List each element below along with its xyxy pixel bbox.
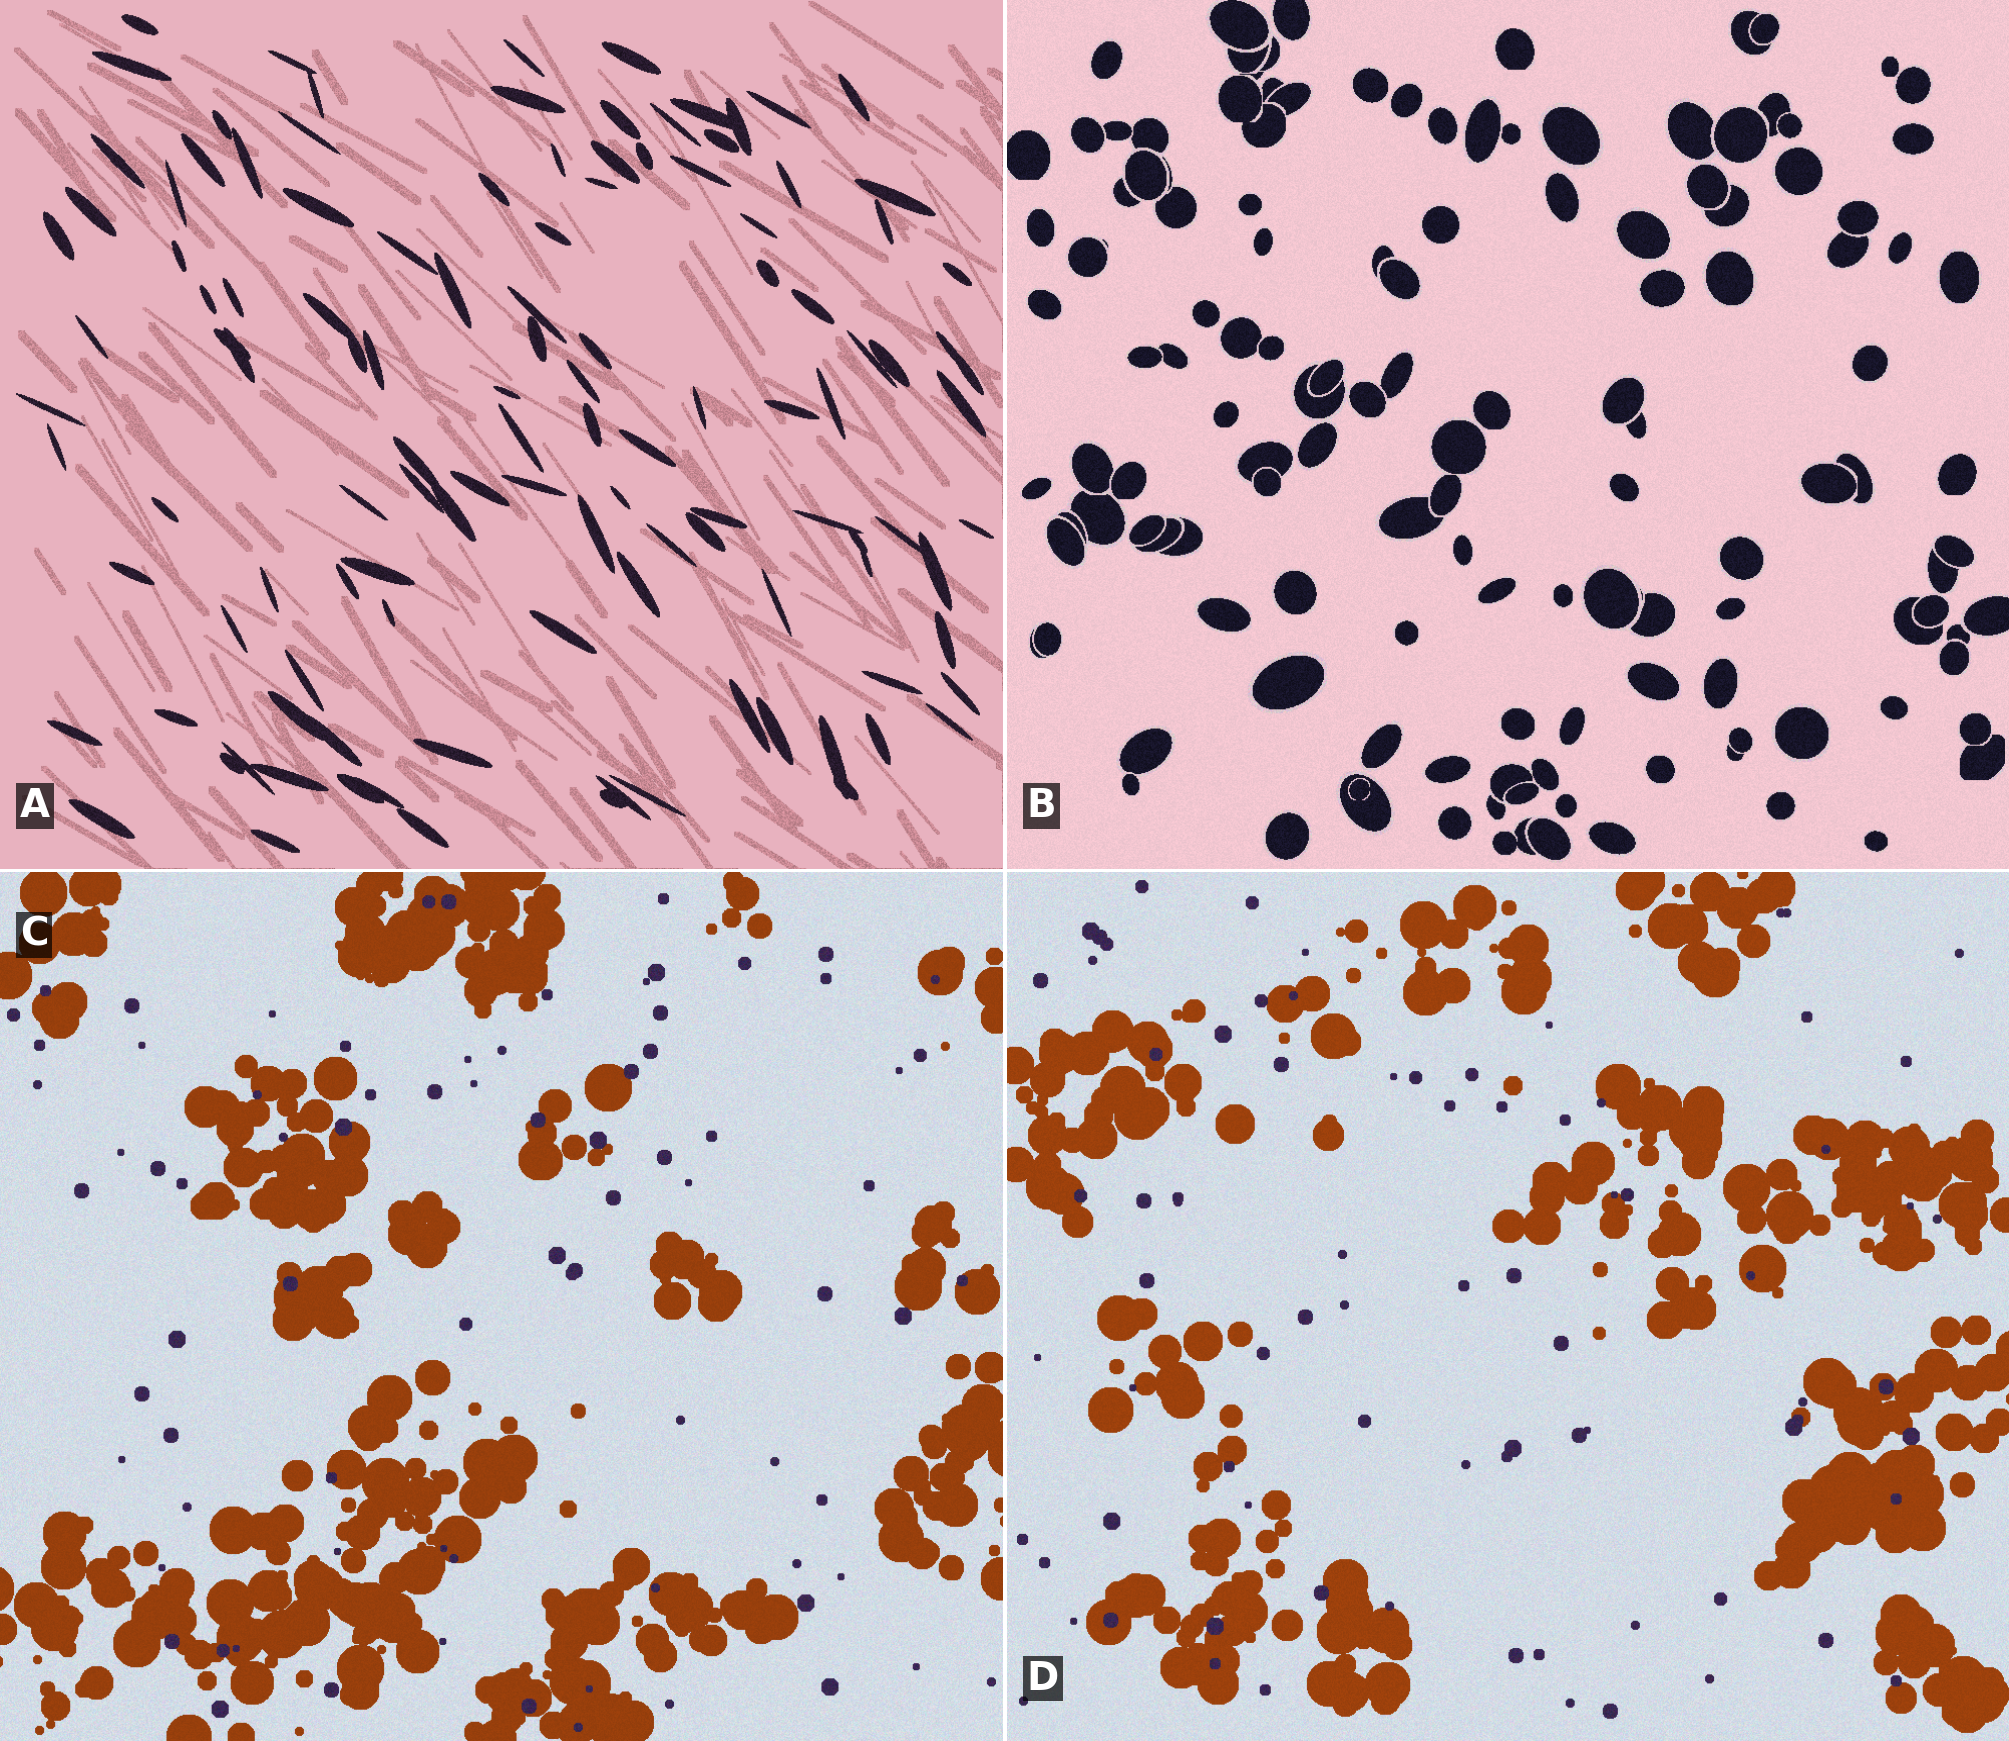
Text: C: C xyxy=(20,916,48,954)
Text: A: A xyxy=(20,787,50,825)
Text: D: D xyxy=(1027,1659,1059,1697)
Text: B: B xyxy=(1027,787,1057,825)
